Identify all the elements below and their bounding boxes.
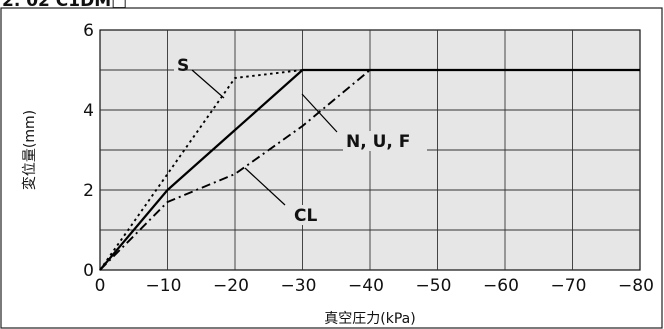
- y-tick-label: 2: [83, 181, 94, 201]
- series-label-bg: [343, 131, 427, 151]
- series-line: [99, 69, 371, 271]
- x-tick-label: −50: [416, 276, 452, 296]
- series-label-bg: [174, 55, 186, 75]
- x-tick-label: −40: [348, 276, 384, 296]
- x-axis-label: 真空圧力(kPa): [324, 311, 415, 327]
- x-tick-label: 0: [95, 276, 106, 296]
- x-tick-label: −10: [146, 276, 182, 296]
- x-tick-label: −60: [483, 276, 519, 296]
- series-callout-line: [191, 69, 225, 99]
- series-label: S: [177, 56, 189, 76]
- series-line: [99, 69, 303, 271]
- y-tick-label: 6: [83, 21, 94, 41]
- tick-labels: 0 −10 −20 −30 −40 −50 −60 −70 −80 0 2 4 6: [83, 21, 654, 296]
- chart-frame: [0, 7, 663, 329]
- x-tick-label: −80: [618, 276, 654, 296]
- x-tick-label: −20: [213, 276, 249, 296]
- series-line: [99, 68, 640, 271]
- chart-title: 2. 02 C1DM□: [2, 0, 127, 11]
- x-tick-label: −70: [551, 276, 587, 296]
- series-label: CL: [294, 206, 317, 226]
- series-label-bg: [291, 205, 315, 225]
- series-callouts: S N, U, F CL: [174, 55, 427, 226]
- y-tick-label: 0: [83, 261, 94, 281]
- series-callout-line: [244, 167, 286, 206]
- y-axis-label: 変位量(mm): [21, 110, 38, 190]
- x-tick-label: −30: [281, 276, 317, 296]
- series-label: N, U, F: [346, 132, 410, 152]
- y-tick-label: 4: [83, 101, 94, 121]
- series-callout-line: [301, 93, 338, 133]
- series-layer: [99, 68, 640, 271]
